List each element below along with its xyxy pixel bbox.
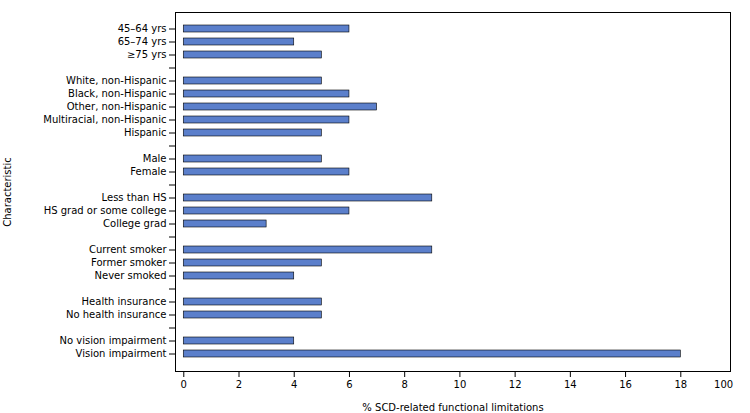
svg-text:College grad: College grad: [103, 218, 166, 229]
svg-text:100: 100: [714, 379, 733, 390]
svg-text:10: 10: [454, 379, 467, 390]
svg-text:Characteristic: Characteristic: [2, 157, 13, 227]
svg-text:65–74 yrs: 65–74 yrs: [118, 36, 167, 47]
svg-text:HS grad or some college: HS grad or some college: [44, 205, 167, 216]
svg-text:Other, non-Hispanic: Other, non-Hispanic: [67, 101, 167, 112]
svg-text:No health insurance: No health insurance: [66, 309, 167, 320]
svg-text:No vision impairment: No vision impairment: [60, 335, 167, 346]
svg-text:6: 6: [346, 379, 352, 390]
svg-text:45–64 yrs: 45–64 yrs: [118, 23, 167, 34]
svg-text:Current smoker: Current smoker: [89, 244, 167, 255]
svg-text:Health insurance: Health insurance: [82, 296, 167, 307]
svg-text:% SCD-related functional limit: % SCD-related functional limitations: [362, 402, 543, 413]
svg-text:Vision impairment: Vision impairment: [76, 348, 167, 359]
svg-text:Less than HS: Less than HS: [102, 192, 167, 203]
svg-text:Black, non-Hispanic: Black, non-Hispanic: [68, 88, 166, 99]
svg-text:4: 4: [291, 379, 297, 390]
svg-text:8: 8: [401, 379, 407, 390]
svg-text:12: 12: [509, 379, 522, 390]
svg-text:0: 0: [181, 379, 187, 390]
svg-text:Never smoked: Never smoked: [95, 270, 167, 281]
svg-text:Male: Male: [143, 153, 167, 164]
svg-text:2: 2: [236, 379, 242, 390]
svg-text:Multiracial, non-Hispanic: Multiracial, non-Hispanic: [43, 114, 166, 125]
svg-text:14: 14: [564, 379, 577, 390]
svg-text:Former smoker: Former smoker: [91, 257, 167, 268]
svg-text:White, non-Hispanic: White, non-Hispanic: [66, 75, 166, 86]
svg-text:Female: Female: [130, 166, 166, 177]
svg-text:18: 18: [674, 379, 687, 390]
svg-text:16: 16: [619, 379, 632, 390]
svg-text:≥75 yrs: ≥75 yrs: [127, 49, 167, 60]
svg-text:Hispanic: Hispanic: [124, 127, 167, 138]
